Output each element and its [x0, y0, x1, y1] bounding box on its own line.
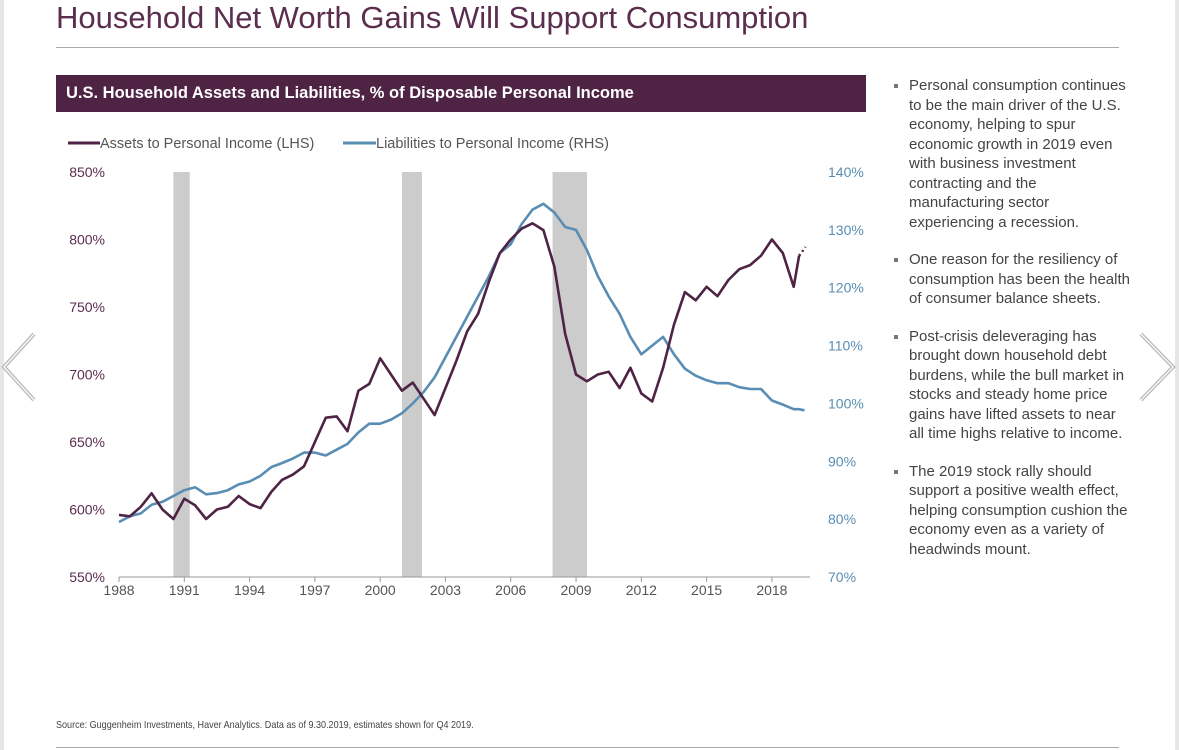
x-tick-label: 2003 — [430, 582, 461, 598]
bullet-marker — [894, 258, 898, 262]
page-title: Household Net Worth Gains Will Support C… — [56, 0, 809, 35]
left-axis-tick-label: 850% — [69, 164, 105, 180]
x-tick-label: 1991 — [169, 582, 200, 598]
bullet-item: Personal consumption continues to be the… — [893, 76, 1133, 232]
bullet-text: Personal consumption continues to be the… — [909, 77, 1126, 231]
next-slide-button[interactable] — [1137, 332, 1177, 402]
x-tick-label: 1988 — [103, 582, 134, 598]
recession-band — [401, 172, 422, 577]
liabilities-series-line — [118, 202, 805, 524]
recession-band — [552, 172, 587, 577]
right-axis-tick-label: 80% — [828, 511, 856, 527]
bullet-marker — [894, 469, 898, 474]
right-axis-tick-label: 70% — [828, 569, 856, 585]
left-axis-tick-label: 750% — [69, 299, 105, 315]
left-axis-tick-label: 800% — [69, 232, 105, 248]
x-tick-label: 2015 — [691, 582, 722, 598]
left-axis-tick-label: 650% — [69, 434, 105, 450]
bullet-text: Post-crisis deleveraging has brought dow… — [909, 327, 1125, 443]
right-axis-tick-label: 120% — [828, 280, 864, 296]
right-edge — [1175, 0, 1179, 750]
bullet-item: Post-crisis deleveraging has brought dow… — [893, 327, 1133, 444]
bullet-item: The 2019 stock rally should support a po… — [893, 462, 1133, 560]
assets-estimate-line — [798, 246, 807, 257]
right-axis-tick-label: 140% — [828, 164, 864, 180]
chevron-right-icon — [1139, 332, 1176, 402]
right-axis-tick-label: 110% — [828, 338, 863, 354]
x-tick-label: 2006 — [495, 582, 526, 598]
bullet-marker — [894, 334, 898, 339]
legend-label-assets: Assets to Personal Income (LHS) — [100, 136, 314, 152]
recession-band — [173, 172, 190, 577]
bullet-item: One reason for the resiliency of consump… — [893, 250, 1133, 309]
source-note: Source: Guggenheim Investments, Haver An… — [56, 719, 474, 731]
chevron-left-icon — [1, 332, 36, 402]
left-edge — [0, 0, 4, 750]
bullet-text: One reason for the resiliency of consump… — [909, 251, 1130, 307]
chart-title: U.S. Household Assets and Liabilities, %… — [56, 75, 866, 112]
x-tick-label: 1997 — [299, 582, 330, 598]
left-axis-tick-label: 550% — [69, 569, 105, 585]
previous-slide-button[interactable] — [0, 332, 40, 402]
legend-label-liabilities: Liabilities to Personal Income (RHS) — [376, 136, 609, 152]
bullet-text: The 2019 stock rally should support a po… — [909, 462, 1128, 558]
x-tick-label: 2018 — [756, 582, 787, 598]
right-axis-tick-label: 100% — [828, 395, 864, 411]
x-tick-label: 1994 — [234, 582, 265, 598]
footer-divider — [56, 747, 1119, 748]
x-tick-label: 2009 — [560, 582, 591, 598]
bullet-marker — [894, 84, 898, 88]
x-tick-label: 2012 — [626, 582, 657, 598]
assets-series-line — [118, 222, 801, 521]
right-axis-tick-label: 130% — [828, 222, 864, 238]
title-divider — [56, 47, 1119, 48]
x-tick-label: 2000 — [365, 582, 396, 598]
left-axis-tick-label: 700% — [69, 367, 105, 383]
left-axis-tick-label: 600% — [69, 502, 105, 518]
bullet-list: Personal consumption continues to be the… — [893, 76, 1133, 577]
right-axis-tick-label: 90% — [828, 453, 856, 469]
dual-axis-line-chart: 1988 1991 1994 1997 2000 2003 2006 2009 2012 2015… — [68, 136, 864, 598]
